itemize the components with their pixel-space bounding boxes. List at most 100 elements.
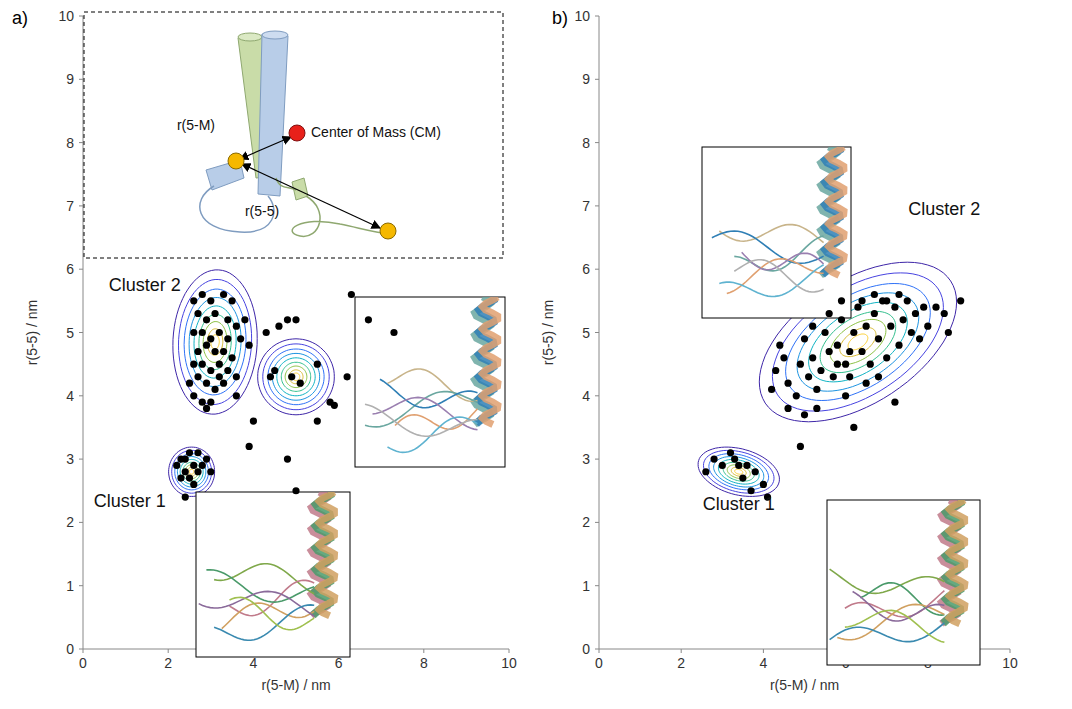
y-tick — [79, 79, 83, 80]
x-tick-label: 10 — [501, 655, 517, 671]
density-contour — [285, 366, 307, 388]
data-point — [177, 474, 184, 481]
density-contour — [199, 314, 231, 369]
x-tick — [168, 649, 169, 653]
data-point — [199, 291, 206, 298]
data-point — [186, 449, 193, 456]
loop-trace — [845, 610, 945, 642]
density-contour — [709, 454, 769, 490]
points — [173, 291, 397, 501]
panel: b)0246810012345678910r(5-M) / nmr(5-5) /… — [540, 8, 1018, 693]
data-point — [348, 291, 355, 298]
loop-trace — [860, 583, 944, 615]
data-point — [182, 456, 189, 463]
schematic-label: r(5-M) — [177, 117, 215, 133]
density-contour — [698, 447, 779, 496]
data-point — [941, 310, 948, 317]
data-point — [365, 316, 372, 323]
inset-frame — [827, 500, 980, 665]
data-point — [220, 380, 227, 387]
data-point — [826, 348, 833, 355]
density-contour — [194, 306, 236, 378]
data-point — [292, 487, 299, 494]
y-tick-label: 4 — [582, 388, 590, 404]
data-point — [916, 335, 923, 342]
data-point — [314, 361, 321, 368]
x-tick — [763, 649, 764, 653]
data-point — [186, 380, 193, 387]
structure-inset — [827, 500, 980, 665]
data-point — [891, 399, 898, 406]
y-tick-label: 7 — [66, 198, 74, 214]
data-point — [190, 361, 197, 368]
data-point — [830, 373, 837, 380]
y-tick — [79, 269, 83, 270]
data-point — [220, 291, 227, 298]
data-point — [904, 297, 911, 304]
density-contour — [723, 462, 754, 481]
y-tick — [79, 522, 83, 523]
density-contour — [169, 447, 215, 496]
loop-trace — [365, 404, 478, 436]
data-point — [246, 443, 253, 450]
density-contour — [272, 353, 319, 400]
inset-frame — [196, 492, 350, 657]
data-point — [314, 418, 321, 425]
schematic: r(5-M)Center of Mass (CM)r(5-5) — [84, 12, 503, 258]
data-point — [292, 316, 299, 323]
density-contour — [203, 322, 227, 363]
data-point — [813, 386, 820, 393]
data-point — [275, 323, 282, 330]
data-point — [924, 323, 931, 330]
data-point — [920, 304, 927, 311]
helix-cylinder — [258, 34, 288, 196]
data-point — [875, 373, 882, 380]
x-tick-label: 2 — [677, 655, 685, 671]
density-contour — [189, 298, 241, 387]
helix-cylinder-top — [262, 31, 288, 39]
data-point — [233, 373, 240, 380]
schematic-label: Center of Mass (CM) — [311, 124, 441, 140]
figure: a)0246810012345678910r(5-M) / nmr(5-5) /… — [0, 0, 1072, 709]
loop-trace — [214, 605, 314, 640]
data-point — [912, 310, 919, 317]
data-point — [752, 468, 759, 475]
loop-trace — [206, 570, 314, 602]
data-point — [190, 329, 197, 336]
y-tick — [595, 522, 599, 523]
y-tick — [595, 142, 599, 143]
density-contour — [718, 459, 759, 484]
density-contour — [189, 469, 194, 474]
y-tick-label: 8 — [66, 135, 74, 151]
data-point — [826, 310, 833, 317]
density-contour — [735, 469, 743, 474]
data-point — [846, 348, 853, 355]
density-contour — [258, 339, 335, 415]
data-point — [190, 481, 197, 488]
data-point — [203, 405, 210, 412]
data-point — [887, 323, 894, 330]
data-point — [776, 342, 783, 349]
y-tick — [595, 79, 599, 80]
residue-5 — [380, 223, 396, 239]
data-point — [895, 291, 902, 298]
x-tick-label: 10 — [1002, 655, 1018, 671]
helix-cylinder-top — [238, 33, 262, 41]
data-point — [871, 291, 878, 298]
y-tick-label: 6 — [582, 261, 590, 277]
data-point — [199, 399, 206, 406]
data-point — [263, 329, 270, 336]
y-tick — [79, 332, 83, 333]
data-point — [203, 456, 210, 463]
y-tick — [595, 459, 599, 460]
density-contour — [281, 362, 310, 391]
inset-content — [830, 500, 965, 642]
data-point — [838, 316, 845, 323]
data-point — [809, 323, 816, 330]
y-tick — [79, 459, 83, 460]
data-point — [702, 468, 709, 475]
data-point — [932, 304, 939, 311]
plot-area — [169, 270, 335, 497]
x-tick-label: 0 — [79, 655, 87, 671]
density-contour — [704, 450, 775, 493]
